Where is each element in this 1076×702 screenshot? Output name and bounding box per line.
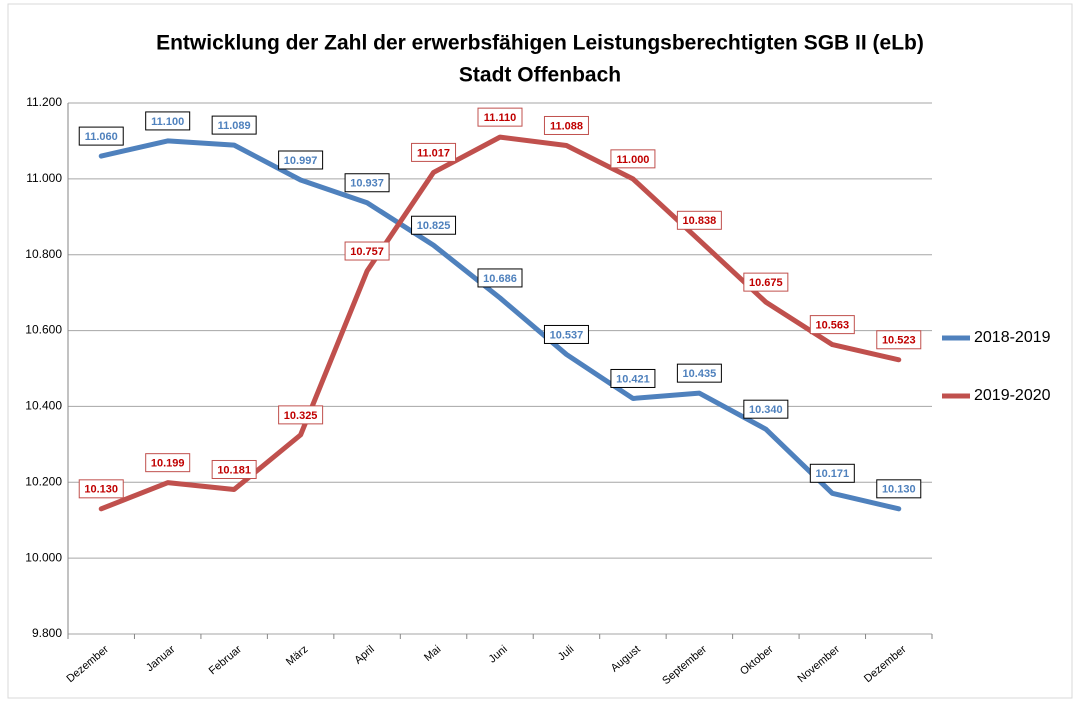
data-label-bg (145, 453, 191, 473)
data-label: 11.110 (484, 112, 516, 124)
data-label-bg (743, 272, 789, 292)
data-label-bg (278, 405, 324, 425)
data-label: 11.088 (550, 120, 583, 132)
chart-title: Entwicklung der Zahl der erwerbsfähigen … (156, 32, 924, 55)
data-label: 10.997 (284, 155, 318, 167)
data-label-box: 10.130 (78, 479, 124, 499)
data-label: 10.130 (84, 484, 118, 496)
y-tick-label: 10.000 (25, 550, 62, 564)
data-label-bg (344, 173, 390, 193)
data-label: 11.100 (151, 116, 184, 128)
data-label: 10.181 (217, 464, 251, 476)
data-label: 11.060 (85, 131, 118, 143)
data-label: 10.563 (815, 320, 849, 332)
data-label-box: 10.537 (543, 324, 589, 344)
data-label-box: 10.825 (411, 215, 457, 235)
data-label-box: 10.757 (344, 241, 390, 261)
data-label-bg (543, 324, 589, 344)
y-tick-label: 11.200 (26, 95, 62, 109)
chart-subtitle: Stadt Offenbach (459, 64, 621, 87)
data-label-box: 11.000 (610, 149, 656, 169)
data-label-box: 10.997 (278, 150, 324, 170)
y-tick-label: 10.600 (25, 323, 62, 337)
data-label-box: 10.523 (876, 330, 922, 350)
data-label-bg (610, 368, 656, 388)
data-label-box: 11.017 (411, 142, 457, 162)
y-tick-label: 9.800 (32, 626, 62, 640)
data-label-bg (145, 111, 191, 131)
data-label-bg (876, 330, 922, 350)
y-tick-label: 10.800 (25, 247, 62, 261)
data-label-box: 10.838 (676, 210, 722, 230)
data-label: 10.537 (550, 329, 584, 341)
data-label-box: 10.563 (809, 315, 855, 335)
data-label: 10.435 (683, 368, 717, 380)
data-label-bg (477, 107, 523, 127)
data-label-bg (809, 463, 855, 483)
data-label: 10.675 (749, 277, 783, 289)
data-label-box: 11.089 (211, 115, 257, 135)
data-label-bg (78, 126, 124, 146)
data-label: 10.171 (815, 468, 849, 480)
data-label: 10.421 (616, 373, 650, 385)
data-label: 10.325 (284, 410, 318, 422)
data-label: 11.017 (417, 147, 450, 159)
data-label: 10.199 (151, 458, 185, 470)
data-label: 10.937 (350, 178, 384, 190)
data-label-box: 11.100 (145, 111, 191, 131)
data-label-bg (809, 315, 855, 335)
series-line (98, 134, 902, 512)
data-label-bg (411, 142, 457, 162)
data-label-bg (211, 459, 257, 479)
data-label: 10.757 (350, 246, 384, 258)
y-tick-label: 10.200 (25, 474, 62, 488)
data-label-box: 10.325 (278, 405, 324, 425)
data-label: 10.523 (882, 335, 916, 347)
legend-label: 2019-2020 (974, 387, 1051, 404)
data-label-box: 10.130 (876, 479, 922, 499)
data-label-bg (543, 115, 589, 135)
data-label-box: 11.060 (78, 126, 124, 146)
data-label-box: 10.181 (211, 459, 257, 479)
chart-frame (7, 3, 1073, 699)
data-label-bg (477, 268, 523, 288)
data-label-box: 10.171 (809, 463, 855, 483)
data-label-box: 11.088 (543, 115, 589, 135)
data-label-bg (676, 363, 722, 383)
data-label-bg (676, 210, 722, 230)
data-label: 10.686 (483, 273, 517, 285)
data-label-box: 10.340 (743, 399, 789, 419)
data-label: 10.340 (749, 404, 783, 416)
data-label: 10.130 (882, 484, 916, 496)
data-label-box: 11.110 (477, 107, 523, 127)
data-label-box: 10.421 (610, 368, 656, 388)
data-label: 11.000 (616, 154, 649, 166)
legend-label: 2018-2019 (974, 329, 1051, 346)
data-label-bg (211, 115, 257, 135)
data-label-bg (743, 399, 789, 419)
data-label-box: 10.199 (145, 453, 191, 473)
data-label-bg (78, 479, 124, 499)
data-label-bg (278, 150, 324, 170)
data-label-box: 10.937 (344, 173, 390, 193)
data-label-box: 10.435 (676, 363, 722, 383)
data-label: 10.838 (683, 215, 717, 227)
data-label-bg (411, 215, 457, 235)
data-label-bg (610, 149, 656, 169)
series-line (98, 138, 902, 512)
y-tick-label: 10.400 (25, 399, 62, 413)
data-label-box: 10.686 (477, 268, 523, 288)
data-label-bg (344, 241, 390, 261)
data-label-box: 10.675 (743, 272, 789, 292)
data-label: 11.089 (218, 120, 251, 132)
data-label-bg (876, 479, 922, 499)
data-label: 10.825 (417, 220, 451, 232)
y-tick-label: 11.000 (26, 171, 62, 185)
